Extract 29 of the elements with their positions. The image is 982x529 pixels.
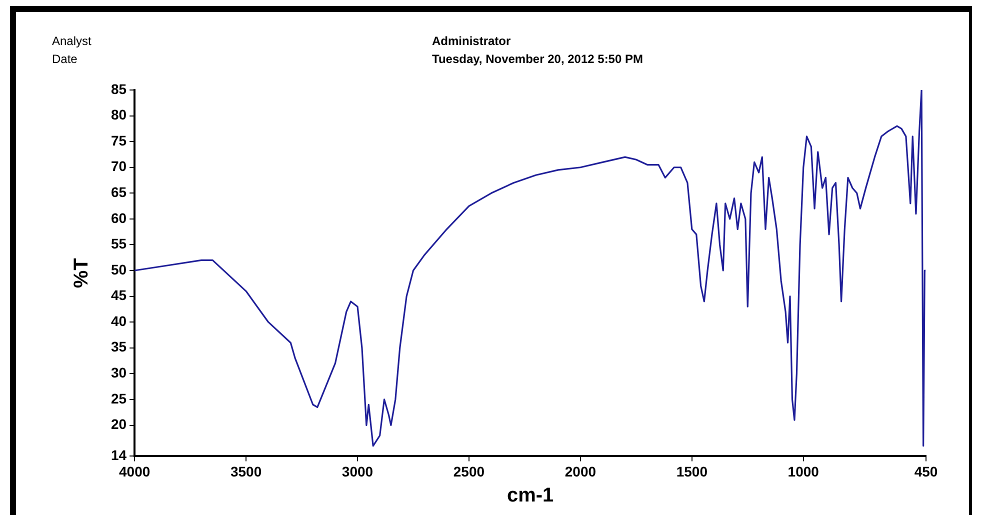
- x-tick-label: 3000: [342, 463, 374, 480]
- y-tick-label: 70: [110, 158, 127, 174]
- text: Tuesday, November 20, 2012 5:50 PM: [432, 52, 644, 66]
- y-tick-label: 14: [110, 447, 127, 464]
- x-tick-label: 450: [914, 463, 938, 480]
- x-axis-title: cm-1: [506, 484, 554, 507]
- y-tick-label: 55: [110, 236, 127, 252]
- y-tick-label: 50: [110, 261, 127, 278]
- y-tick-label: 75: [110, 132, 127, 148]
- x-tick-label: 4000: [118, 463, 150, 480]
- y-tick-label: 45: [110, 287, 127, 304]
- y-tick-label: 20: [110, 416, 127, 432]
- x-tick-label: 2000: [564, 463, 596, 480]
- y-tick-label: 80: [110, 106, 127, 123]
- text: Analyst: [52, 34, 92, 48]
- x-tick-label: 2500: [453, 463, 485, 480]
- y-tick-label: 85: [110, 80, 127, 97]
- y-tick-label: 65: [110, 184, 127, 200]
- text: Date: [52, 52, 78, 66]
- y-tick-label: 40: [110, 312, 127, 329]
- x-tick-label: 1500: [676, 463, 708, 480]
- x-tick-label: 3500: [230, 463, 262, 480]
- y-tick-label: 35: [110, 338, 127, 355]
- x-tick-label: 1000: [788, 463, 820, 480]
- y-axis-title: %T: [70, 258, 93, 288]
- y-tick-label: 25: [110, 390, 127, 406]
- y-tick-label: 60: [110, 210, 127, 226]
- text: Administrator: [432, 34, 512, 48]
- y-tick-label: 30: [110, 364, 127, 381]
